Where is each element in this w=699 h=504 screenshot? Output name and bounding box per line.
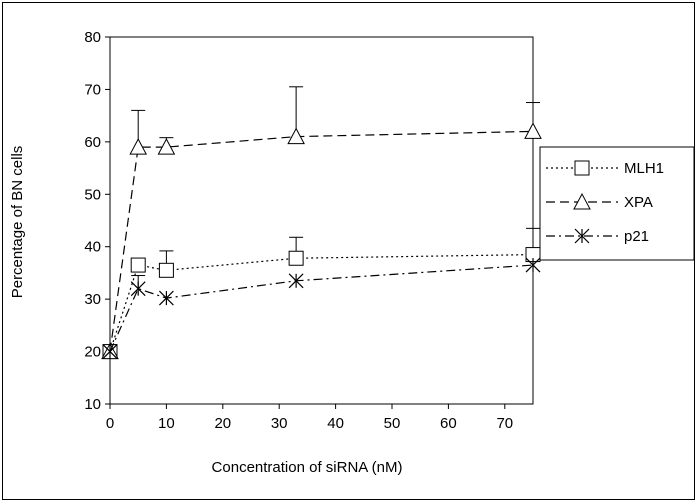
y-tick-label: 30 [84, 291, 101, 308]
x-tick-label: 20 [214, 415, 231, 432]
y-tick-label: 80 [84, 29, 101, 46]
data-point [288, 273, 304, 289]
y-tick-label: 70 [84, 81, 101, 98]
series-p21 [102, 257, 541, 359]
legend-marker [574, 228, 590, 244]
plot-border [109, 36, 534, 405]
legend: MLH1 XPA p21 [539, 146, 695, 261]
data-point [158, 290, 174, 306]
y-axis: 10 20 30 40 50 60 70 80 [84, 29, 110, 413]
y-axis-title: Percentage of BN cells [9, 146, 26, 299]
x-tick-label: 60 [440, 415, 457, 432]
data-point [157, 138, 176, 155]
data-point [524, 122, 542, 139]
x-axis-title: Concentration of siRNA (nM) [212, 459, 403, 476]
y-tick-label: 50 [84, 186, 101, 203]
data-point [287, 127, 305, 145]
y-tick-label: 60 [84, 134, 101, 151]
data-point [158, 262, 174, 278]
series-line [109, 253, 534, 352]
legend-box [539, 146, 695, 261]
legend-label: XPA [624, 194, 653, 211]
x-tick-label: 50 [384, 415, 401, 432]
y-tick-label: 20 [84, 344, 101, 361]
y-tick-label: 10 [84, 396, 101, 413]
x-tick-label: 30 [271, 415, 288, 432]
legend-marker [574, 160, 590, 176]
x-tick-label: 70 [496, 415, 513, 432]
data-point [130, 281, 146, 297]
plot-area [109, 36, 534, 405]
data-point [525, 257, 541, 273]
x-tick-label: 40 [327, 415, 344, 432]
legend-marker [573, 192, 591, 210]
y-tick-label: 40 [84, 239, 101, 256]
legend-label: MLH1 [624, 160, 664, 177]
series-layer [101, 86, 542, 360]
legend-label: p21 [624, 228, 649, 245]
data-point [129, 138, 148, 155]
x-tick-label: 0 [106, 415, 114, 432]
x-axis: 0 10 20 30 40 50 60 70 [106, 404, 513, 432]
x-tick-label: 10 [158, 415, 175, 432]
data-point [130, 257, 146, 273]
data-point [288, 250, 304, 266]
data-point [102, 344, 118, 359]
